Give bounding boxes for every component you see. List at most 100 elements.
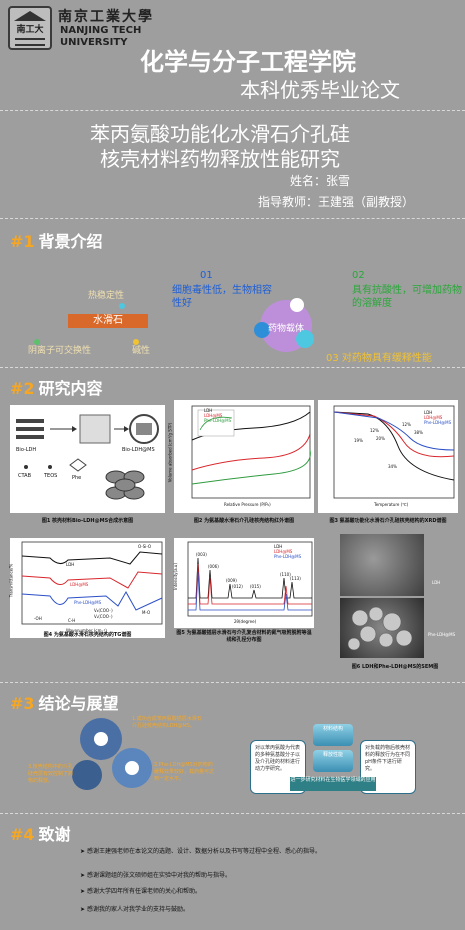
conclusion-point-3: 3.核壳结构中的介孔硅壳层有效控制了药物的释放。 (28, 764, 74, 784)
fig4-label: M-O (142, 610, 151, 615)
outlook-cylinder-mid: 释放性能 (313, 750, 353, 772)
author: 姓名：张雪 (290, 174, 351, 188)
talc-label: 水滑石 (68, 314, 148, 328)
figure-6-sem-ldh (340, 534, 424, 596)
conclusion-point-1: 1.成功合成苯丙氨酸插层水滑石介孔硅核壳结构LDH@MS。 (132, 716, 202, 729)
gear-center (94, 732, 108, 746)
fig4-label: LDH (66, 562, 75, 567)
thesis-title-line-1: 苯丙氨酸功能化水滑石介孔硅 (90, 122, 350, 146)
fig5-peak: (015) (250, 584, 261, 589)
point-text: 细胞毒性低，生物相容性好 (172, 285, 272, 309)
fig3-xlabel: Temperature (℃) (374, 502, 409, 507)
school-name: 化学与分子工程学院 (140, 48, 356, 76)
section-header-research: #2 研究内容 (10, 379, 103, 398)
figure-3-caption: 图3 氨基酸功能化水滑石介孔硅核壳结构的XRD谱图 (329, 518, 447, 524)
fig1-label: TEOS (44, 473, 58, 479)
fig5-ylabel: Intensity(a.u) (172, 563, 178, 590)
figure-4-caption: 图4 为氨基酸水滑石核壳结构的TG谱图 (43, 632, 132, 638)
figure-2-isotherm: LDH LDH@MS Phe-LDH@MS Relative Pressure … (167, 400, 314, 513)
fig4-label: Phe-LDH@MS (74, 600, 102, 605)
arrow-icon: ➤ (80, 848, 87, 855)
university-name-en-1: NANJING TECH (60, 25, 142, 36)
fig3-annotation: 12% (370, 428, 379, 433)
figure-5-caption: 图5 为氨基酸插层水滑石与介孔复合材料的氮气吸附脱附等温线和孔径分布图 (176, 630, 312, 643)
fig4-label: -OH (34, 616, 42, 621)
outlook-cylinder-top: 材料结构 (313, 724, 353, 746)
figure-4-ftir: LDH LDH@MS Phe-LDH@MS -OH C-H V₄(COO⁻) V… (8, 538, 165, 638)
fig5-legend: Phe-LDH@MS (274, 554, 302, 559)
ack-item: ➤ 感谢王建强老师在本论文的选题、设计、数据分析以及书写等过程中全程、悉心的指导… (80, 848, 321, 855)
fig5-peak: (113) (290, 576, 301, 581)
fig4-label: C-H (68, 618, 76, 623)
property-anion-exchange: 阴离子可交换性 (28, 346, 92, 356)
fig2-legend: Phe-LDH@MS (204, 418, 232, 423)
fig2-legend: LDH@MS (204, 413, 223, 418)
fig2-xlabel: Relative Pressure (P/P₀) (224, 502, 271, 507)
university-name-en-2: UNIVERSITY (60, 37, 128, 48)
university-logo: 南工大 (8, 6, 52, 50)
fig5-peak: (110) (280, 572, 291, 577)
figure-1-schematic: Bio-LDH Bio-LDH@MS CTAB TEOS Phe (10, 405, 165, 513)
fig5-xlabel: 2θ(degree) (234, 619, 257, 624)
divider (0, 110, 465, 111)
section-header-acknowledgement: #4 致谢 (10, 825, 71, 844)
fig3-annotation: 20% (376, 436, 385, 441)
gear-icon (72, 760, 102, 790)
fig5-legend: LDH@MS (274, 549, 293, 554)
divider (0, 218, 465, 219)
figure-6-caption: 图6 LDH和Phe-LDH@MS的SEM图 (351, 664, 439, 670)
fig5-peak: (003) (196, 552, 207, 557)
gear-center (125, 761, 139, 775)
dot-icon (133, 339, 139, 345)
point-number: 03 (326, 353, 339, 364)
fig3-annotation: 34% (388, 464, 397, 469)
property-alkalinity: 碱性 (132, 346, 151, 356)
point-item-3: 03 对药物具有缓释性能 (326, 349, 432, 364)
divider (0, 367, 465, 368)
conclusion-point-2: 2.Phe-LDH@MS对药物的缓释效果较好，载药量可达到一定水平。 (154, 762, 215, 782)
point-number: 01 (200, 270, 213, 281)
ack-item: ➤ 感谢大学四年所有任课老师的关心和帮助。 (80, 888, 201, 895)
outlook-bar: 进一步研究材料在生物医学领域的应用 (290, 777, 376, 791)
figure-5-xrd: LDH LDH@MS Phe-LDH@MS (003) (006) (009) … (172, 538, 314, 628)
fig4-label: Vₛ(COO⁻) (94, 614, 113, 619)
drug-carrier-label: 药物载体 (267, 324, 304, 334)
figure-6-sem-phe (340, 598, 424, 658)
point-number: 02 (352, 270, 365, 281)
fig1-label: Bio-LDH (16, 447, 37, 453)
ack-item: ➤ 感谢课题组的张文硕师姐在实验中对我的帮助与指导。 (80, 872, 231, 879)
fig4-xlabel: Wavenumber (cm⁻¹) (66, 628, 107, 633)
fig1-label: CTAB (18, 473, 32, 479)
fig4-label: O-Si-O (138, 544, 152, 549)
arrow-icon: ➤ (80, 906, 87, 913)
fig2-legend: LDH (204, 408, 213, 413)
bubble-icon (254, 322, 270, 338)
advisor: 指导教师：王建强（副教授） (258, 195, 415, 209)
fig3-legend: Phe-LDH@MS (424, 420, 452, 425)
arrow-icon: ➤ (80, 888, 87, 895)
fig3-annotation: 12% (402, 422, 411, 427)
bubble-icon (290, 298, 304, 312)
thesis-title-line-2: 核壳材料药物释放性能研究 (100, 147, 340, 171)
property-thermal-stability: 热稳定性 (88, 291, 125, 301)
fig3-legend: LDH (424, 410, 433, 415)
fig5-peak: (012) (232, 584, 243, 589)
fig1-label: Phe (72, 475, 82, 481)
point-text: 对药物具有缓释性能 (341, 353, 432, 364)
fig1-label: Bio-LDH@MS (122, 447, 155, 453)
divider (0, 682, 465, 683)
section-header-conclusion: #3 结论与展望 (10, 694, 119, 713)
fig3-annotation: 38% (414, 430, 423, 435)
figure-1-caption: 图1 核壳材料Bio-LDH@MS合成示意图 (41, 518, 134, 524)
thesis-type: 本科优秀毕业论文 (240, 78, 400, 102)
figure-2-caption: 图2 为氨基酸水滑石介孔硅核壳结构红外谱图 (193, 518, 295, 524)
ack-item: ➤ 感谢我的家人对我学业的支持与鼓励。 (80, 906, 189, 913)
university-name-cn: 南京工業大學 (58, 9, 154, 25)
fig4-label: V₄(COO⁻) (94, 608, 113, 613)
dot-icon (119, 303, 125, 309)
section-header-background: #1 背景介绍 (10, 232, 103, 251)
dot-icon (34, 339, 40, 345)
arrow-icon: ➤ (80, 872, 87, 879)
bubble-icon (296, 330, 314, 348)
divider (0, 813, 465, 814)
